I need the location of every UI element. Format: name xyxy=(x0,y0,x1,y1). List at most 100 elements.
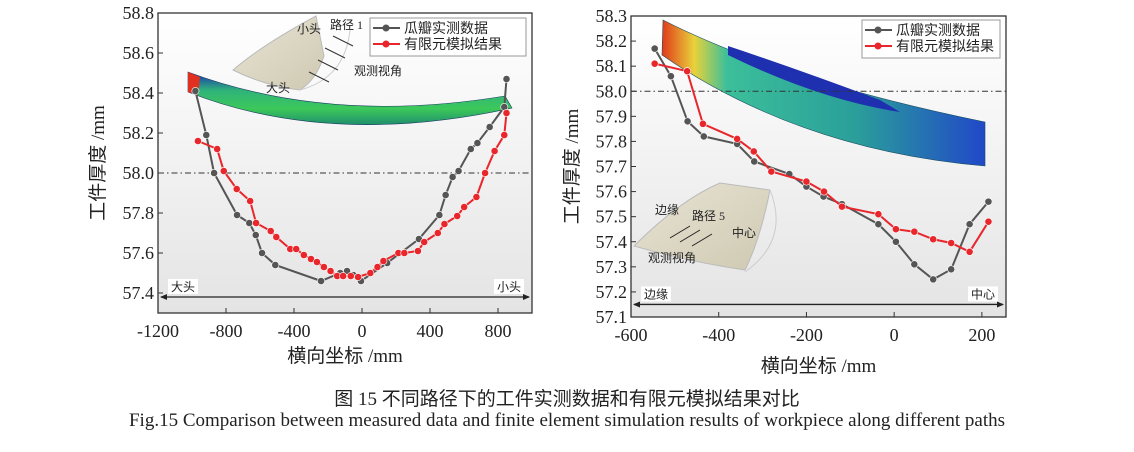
inset-workpiece-shape xyxy=(633,182,771,271)
data-point xyxy=(414,247,422,255)
data-point xyxy=(441,191,450,199)
view-arrow-icon xyxy=(317,59,339,71)
data-point xyxy=(299,251,308,259)
inset-workpiece-shape xyxy=(232,15,325,91)
data-point xyxy=(473,139,482,147)
data-point xyxy=(472,193,481,201)
data-point xyxy=(194,137,202,145)
data-point xyxy=(271,261,280,269)
legend-swatch-marker xyxy=(382,40,390,48)
x-tick-label: 400 xyxy=(417,321,444,341)
data-point xyxy=(481,169,489,177)
data-point xyxy=(213,145,222,153)
data-point xyxy=(892,237,900,246)
data-point xyxy=(346,272,355,280)
y-axis-label: 工件厚度 /mm xyxy=(87,105,109,221)
y-tick-label: 57.3 xyxy=(596,257,628,277)
data-point xyxy=(502,109,511,117)
data-point xyxy=(490,147,499,155)
x-axis-label: 横向坐标 /mm xyxy=(761,355,877,377)
end-label-bg xyxy=(494,279,524,294)
legend-label: 有限元模拟结果 xyxy=(404,37,502,53)
data-point xyxy=(667,72,675,81)
data-point xyxy=(326,267,335,275)
y-tick-label: 58.4 xyxy=(123,83,155,103)
inset-label: 路径 5 xyxy=(692,208,725,223)
end-label-right: 中心 xyxy=(971,286,995,301)
data-point xyxy=(232,185,241,193)
data-point xyxy=(485,123,494,131)
data-point xyxy=(874,210,883,219)
data-point xyxy=(699,119,707,128)
data-point xyxy=(317,277,325,285)
data-point xyxy=(292,245,301,253)
y-tick-label: 57.2 xyxy=(596,282,628,302)
data-point xyxy=(448,173,457,181)
end-label-bg xyxy=(968,286,998,302)
data-point xyxy=(910,260,919,269)
legend-swatch-marker xyxy=(874,42,882,50)
y-tick-label: 58.2 xyxy=(123,123,155,143)
data-point xyxy=(440,220,449,228)
plot-area xyxy=(158,13,532,313)
data-point xyxy=(820,187,828,196)
x-tick-label: 200 xyxy=(968,325,995,345)
data-point xyxy=(838,202,846,211)
data-point xyxy=(460,203,469,211)
inset-label: 观测视角 xyxy=(648,250,696,265)
y-tick-label: 57.8 xyxy=(596,131,628,151)
fe-simulation-image xyxy=(187,71,513,125)
x-tick-label: 0 xyxy=(890,325,899,345)
legend xyxy=(861,19,1001,59)
legend-label: 有限元模拟结果 xyxy=(896,39,994,55)
data-point xyxy=(683,117,692,126)
end-label-left: 大头 xyxy=(171,280,195,294)
data-point xyxy=(320,263,328,271)
y-tick-label: 58.1 xyxy=(596,56,628,76)
data-point xyxy=(502,75,511,83)
inset-label: 中心 xyxy=(732,225,756,240)
data-point xyxy=(453,212,462,220)
x-tick-label: -200 xyxy=(790,325,823,345)
end-label-right: 小头 xyxy=(497,280,521,294)
y-tick-label: 58.6 xyxy=(123,43,155,63)
data-point xyxy=(339,272,348,280)
y-tick-label: 57.7 xyxy=(596,157,628,177)
data-point xyxy=(892,225,900,234)
data-point xyxy=(984,217,993,226)
data-point xyxy=(750,157,759,166)
y-tick-label: 57.6 xyxy=(123,243,155,263)
data-point xyxy=(947,265,956,274)
y-tick-label: 58.8 xyxy=(123,3,155,23)
legend-label: 瓜瓣实测数据 xyxy=(896,23,980,39)
data-point xyxy=(313,258,321,266)
x-tick-label: -400 xyxy=(278,321,311,341)
figure-caption-chinese: 图 15 不同路径下的工件实测数据和有限元模拟结果对比 xyxy=(334,389,800,410)
inset-outline xyxy=(744,189,777,273)
data-point xyxy=(650,59,659,68)
data-point xyxy=(266,227,275,235)
data-point xyxy=(454,167,463,175)
legend-swatch-marker xyxy=(382,24,390,32)
inset-label: 边缘 xyxy=(655,203,679,217)
x-tick-label: -800 xyxy=(210,321,243,341)
data-point xyxy=(500,131,509,139)
view-arrow-icon xyxy=(308,71,330,83)
x-axis-label: 横向坐标 /mm xyxy=(287,345,403,367)
data-point xyxy=(910,227,919,236)
view-arrow-icon xyxy=(669,225,691,239)
view-arrow-icon xyxy=(324,47,346,59)
view-arrow-icon xyxy=(691,233,713,247)
legend-swatch-marker xyxy=(874,26,882,34)
data-point xyxy=(379,257,388,265)
data-point xyxy=(252,219,260,227)
data-point xyxy=(965,247,974,256)
data-point xyxy=(210,169,218,177)
series-line-simulation xyxy=(654,62,990,254)
x-tick-label: -600 xyxy=(615,325,648,345)
end-label-bg xyxy=(641,286,671,302)
data-point xyxy=(246,197,255,205)
data-point xyxy=(984,197,993,206)
data-point xyxy=(466,145,475,153)
